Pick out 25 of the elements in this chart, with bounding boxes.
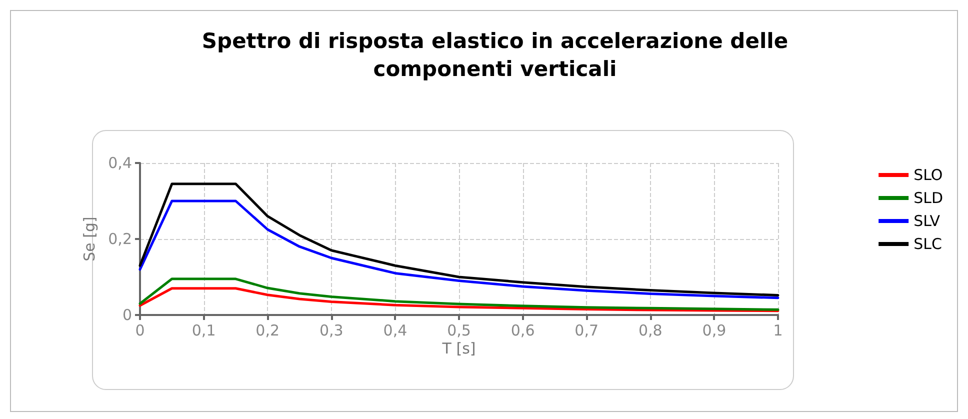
chart-title: Spettro di risposta elastico in accelerazione delle componenti verticali <box>202 29 788 81</box>
line-series <box>138 200 780 300</box>
x-tick-label: 0,3 <box>319 322 344 340</box>
legend-label: SLC <box>914 235 942 253</box>
line-series <box>138 278 780 311</box>
legend-label: SLV <box>914 212 941 230</box>
y-tick-label: 0 <box>122 306 132 324</box>
x-axis-title: T [s] <box>441 340 476 358</box>
x-tick-label: 0,8 <box>638 322 662 340</box>
line-series <box>138 182 780 296</box>
y-tick-label: 0,2 <box>108 230 132 248</box>
x-tick-label: 0,6 <box>510 322 535 340</box>
line-series <box>138 287 780 312</box>
x-tick-label: 0,7 <box>574 322 599 340</box>
x-tick-label: 0,4 <box>383 322 408 340</box>
x-tick-label: 1 <box>773 322 783 340</box>
x-tick-label: 0,9 <box>702 322 726 340</box>
x-tick-label: 0,5 <box>447 322 471 340</box>
x-tick-label: 0,2 <box>256 322 280 340</box>
legend-label: SLD <box>914 189 944 207</box>
legend-label: SLO <box>914 166 943 184</box>
y-axis-title: Se [g] <box>80 216 99 262</box>
y-tick-label: 0,4 <box>108 154 132 172</box>
x-tick-label: 0,1 <box>192 322 216 340</box>
x-tick-label: 0 <box>135 322 145 340</box>
